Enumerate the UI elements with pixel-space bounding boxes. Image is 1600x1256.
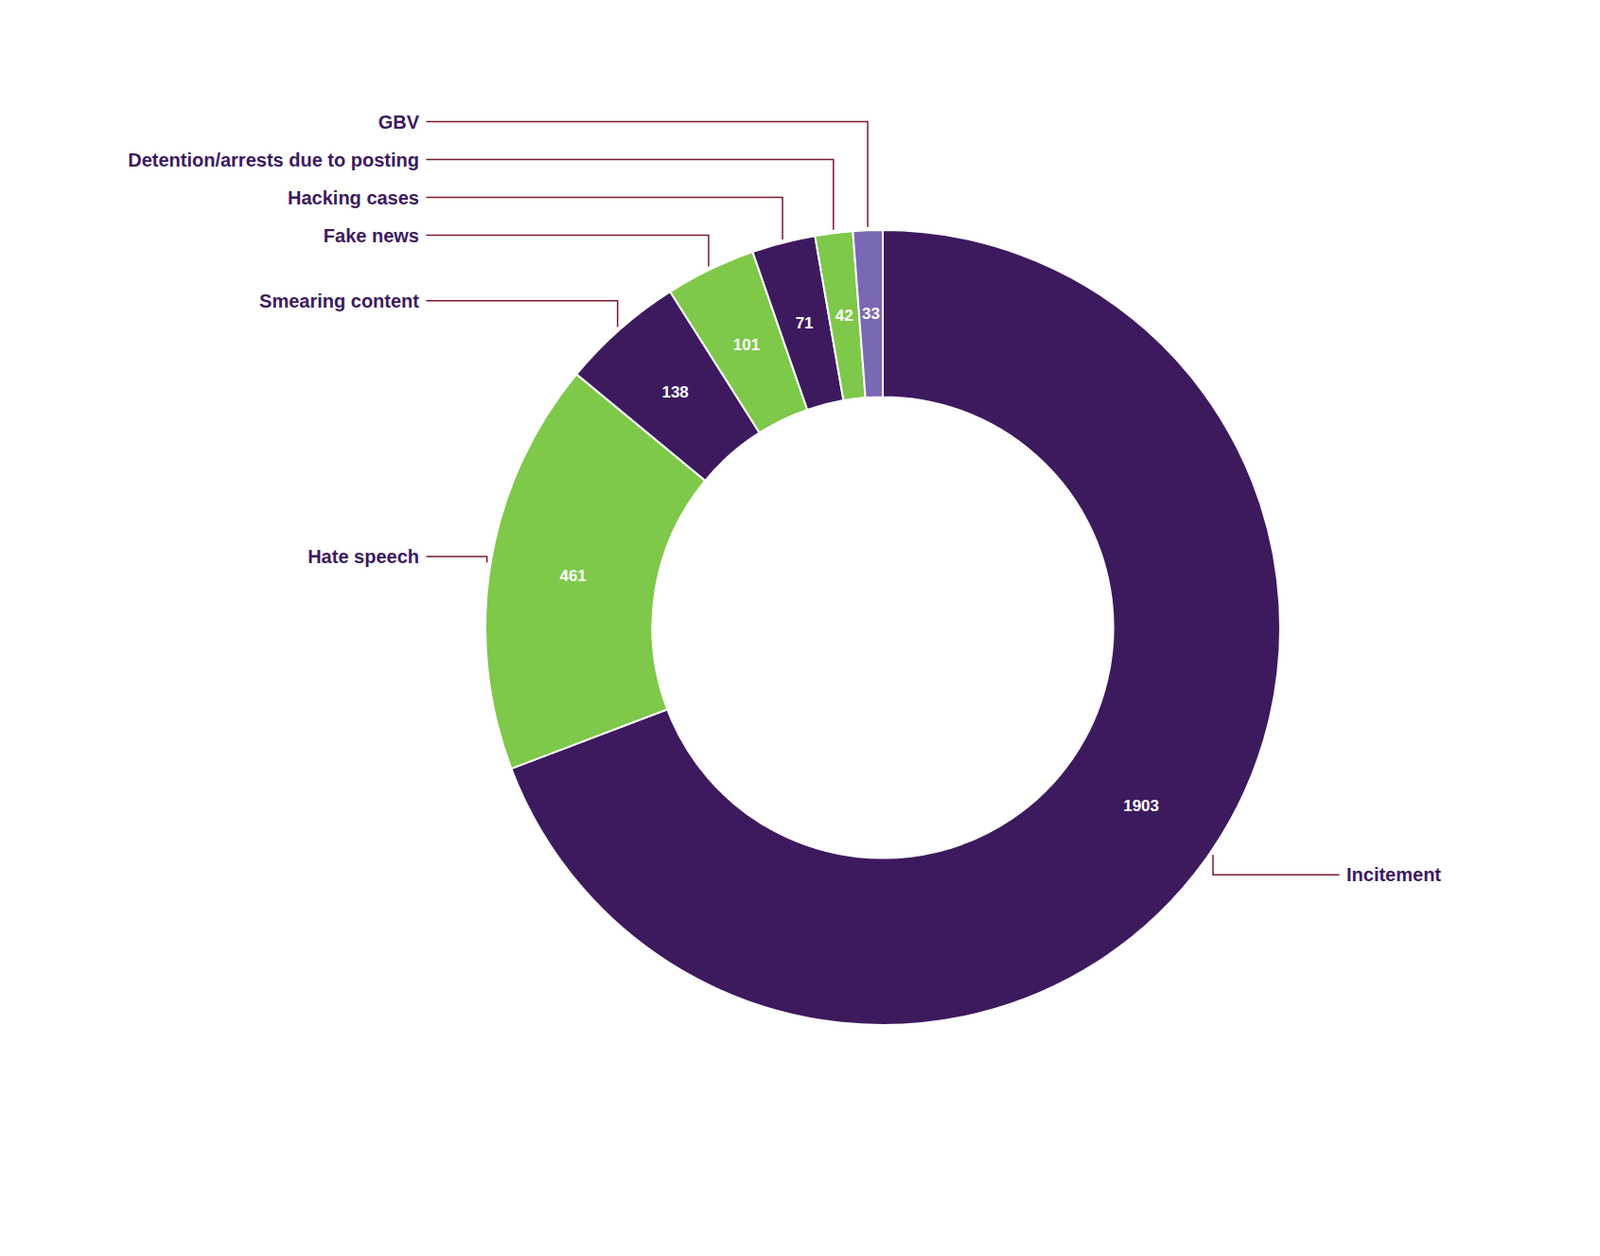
svg-text:101: 101 — [733, 335, 760, 354]
svg-text:71: 71 — [795, 314, 814, 333]
svg-text:138: 138 — [661, 383, 688, 402]
svg-text:Smearing content: Smearing content — [259, 290, 420, 312]
svg-text:461: 461 — [559, 566, 586, 585]
svg-text:1903: 1903 — [1123, 796, 1160, 815]
svg-text:33: 33 — [861, 304, 880, 323]
svg-text:Detention/arrests due to posti: Detention/arrests due to posting — [127, 149, 420, 171]
svg-text:42: 42 — [835, 306, 854, 325]
svg-text:Hacking cases: Hacking cases — [287, 187, 420, 209]
svg-text:Hate speech: Hate speech — [307, 545, 420, 567]
svg-text:Fake news: Fake news — [323, 225, 420, 247]
svg-text:GBV: GBV — [378, 111, 421, 133]
svg-text:Incitement: Incitement — [1346, 863, 1442, 885]
